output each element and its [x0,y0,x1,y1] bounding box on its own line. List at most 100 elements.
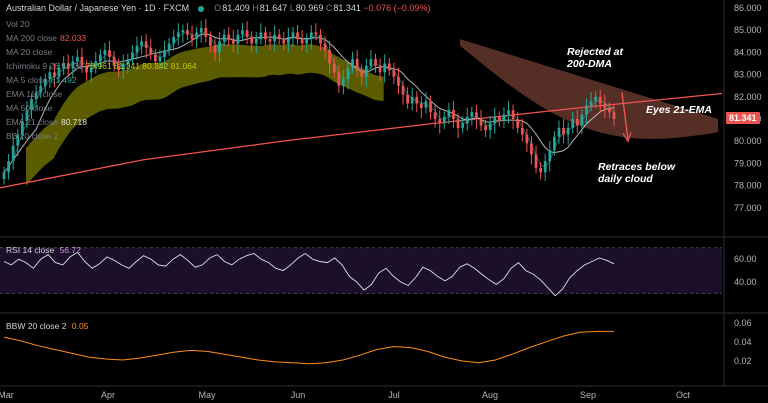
candle-body [222,34,226,42]
indicator-legend-3[interactable]: Ichimoku 9 26 52 26 79.961 81.341 80.342 … [6,61,197,71]
candle-body [103,50,107,55]
candle-body [323,43,327,51]
indicator-legend-2[interactable]: MA 20 close [6,47,55,57]
candle-body [392,70,396,77]
candle-body [144,41,148,48]
bbw-label[interactable]: BBW 20 close 2 [6,321,67,331]
candle-body [332,63,336,73]
candle-body [43,79,47,86]
indicator-value: 82.033 [60,33,87,43]
candle-body [305,39,309,44]
bbw-legend: BBW 20 close 2 0.05 [6,321,88,331]
candle-body [250,36,254,44]
candle-body [300,39,304,44]
candle-body [268,39,272,42]
candle-body [438,119,442,124]
candle-body [117,65,121,71]
candle-body [236,34,240,44]
indicator-label: MA 5 close [6,75,48,85]
candle-body [328,50,332,64]
indicator-legend-6[interactable]: MA 50 close [6,103,55,113]
candle-body [589,101,593,106]
price-tick-label: 79.000 [734,158,762,168]
candle-body [387,63,391,71]
close-value: 81.341 [333,3,361,13]
candle-body [575,119,579,126]
change-value: −0.076 (−0.09%) [363,3,431,13]
candle-body [346,67,350,80]
time-tick-label: Mar [0,390,14,400]
candle-body [172,36,176,44]
indicator-legend-0[interactable]: Vol 20 [6,19,33,29]
indicator-legend-4[interactable]: MA 5 close 81.492 [6,75,77,85]
candle-body [475,112,478,119]
candles [2,18,616,185]
candle-body [420,103,423,108]
candle-body [7,161,10,173]
candle-body [167,43,171,51]
bbw-tick-label: 0.02 [734,356,752,366]
price-tick-label: 84.000 [734,47,762,57]
annotation-retraces: Retraces below daily cloud [598,161,676,185]
candle-body [603,103,607,108]
candle-body [264,32,267,40]
arrow-head [622,132,632,143]
interval-label[interactable]: 1D [144,3,156,13]
candle-body [71,61,75,68]
candle-body [254,39,258,44]
time-tick-label: Oct [676,390,691,400]
candle-body [218,41,221,53]
price-tick-label: 85.000 [734,25,762,35]
cloud-bearish [460,39,718,139]
time-tick-label: Sep [580,390,596,400]
candle-body [566,127,570,135]
candle-body [89,67,93,73]
indicator-legend-8[interactable]: BB 20 close 2 [6,131,61,141]
candle-body [484,125,487,131]
symbol-title[interactable]: Australian Dollar / Japanese Yen [6,3,137,13]
candle-body [309,32,313,40]
candle-body [291,32,295,37]
indicator-legend-1[interactable]: MA 200 close 82.033 [6,33,86,43]
candle-body [342,79,345,86]
candle-body [227,34,231,40]
candle-body [562,127,565,135]
candle-body [126,59,130,64]
bbw-tick-label: 0.04 [734,337,752,347]
rsi-band [0,247,722,294]
ma200-line [0,92,723,189]
candle-body [57,67,61,77]
candle-body [351,59,354,68]
candle-body [355,59,359,71]
price-tick-label: 83.000 [734,70,762,80]
bbw-value: 0.05 [71,321,89,331]
candle-body [410,96,414,104]
candle-body [429,101,432,113]
indicator-legend-7[interactable]: EMA 21 close 80.718 [6,117,87,127]
annotation-eyes-ema: Eyes 21-EMA [646,104,712,116]
candle-body [493,116,497,124]
rsi-label[interactable]: RSI 14 close [6,245,55,255]
candle-body [530,143,533,155]
rsi-line [3,251,615,297]
candle-body [53,72,56,77]
candle-body [296,32,299,40]
candle-body [85,65,88,73]
candle-body [158,56,162,62]
ema21-line [3,33,615,173]
candle-body [16,134,20,146]
rsi-tick-label: 60.00 [734,254,757,264]
candle-body [108,50,111,57]
cloud-bullish [26,43,384,186]
indicator-legend-5[interactable]: EMA 110 close [6,89,65,99]
candle-body [286,36,290,44]
indicator-label: BB 20 close 2 [6,131,59,141]
price-tick-label: 80.000 [734,136,762,146]
candle-body [181,30,185,33]
time-tick-label: May [198,390,216,400]
price-tick-label: 82.000 [734,92,762,102]
rsi-tick-label: 40.00 [734,277,757,287]
bbw-line [3,330,614,365]
candle-body [277,34,281,40]
